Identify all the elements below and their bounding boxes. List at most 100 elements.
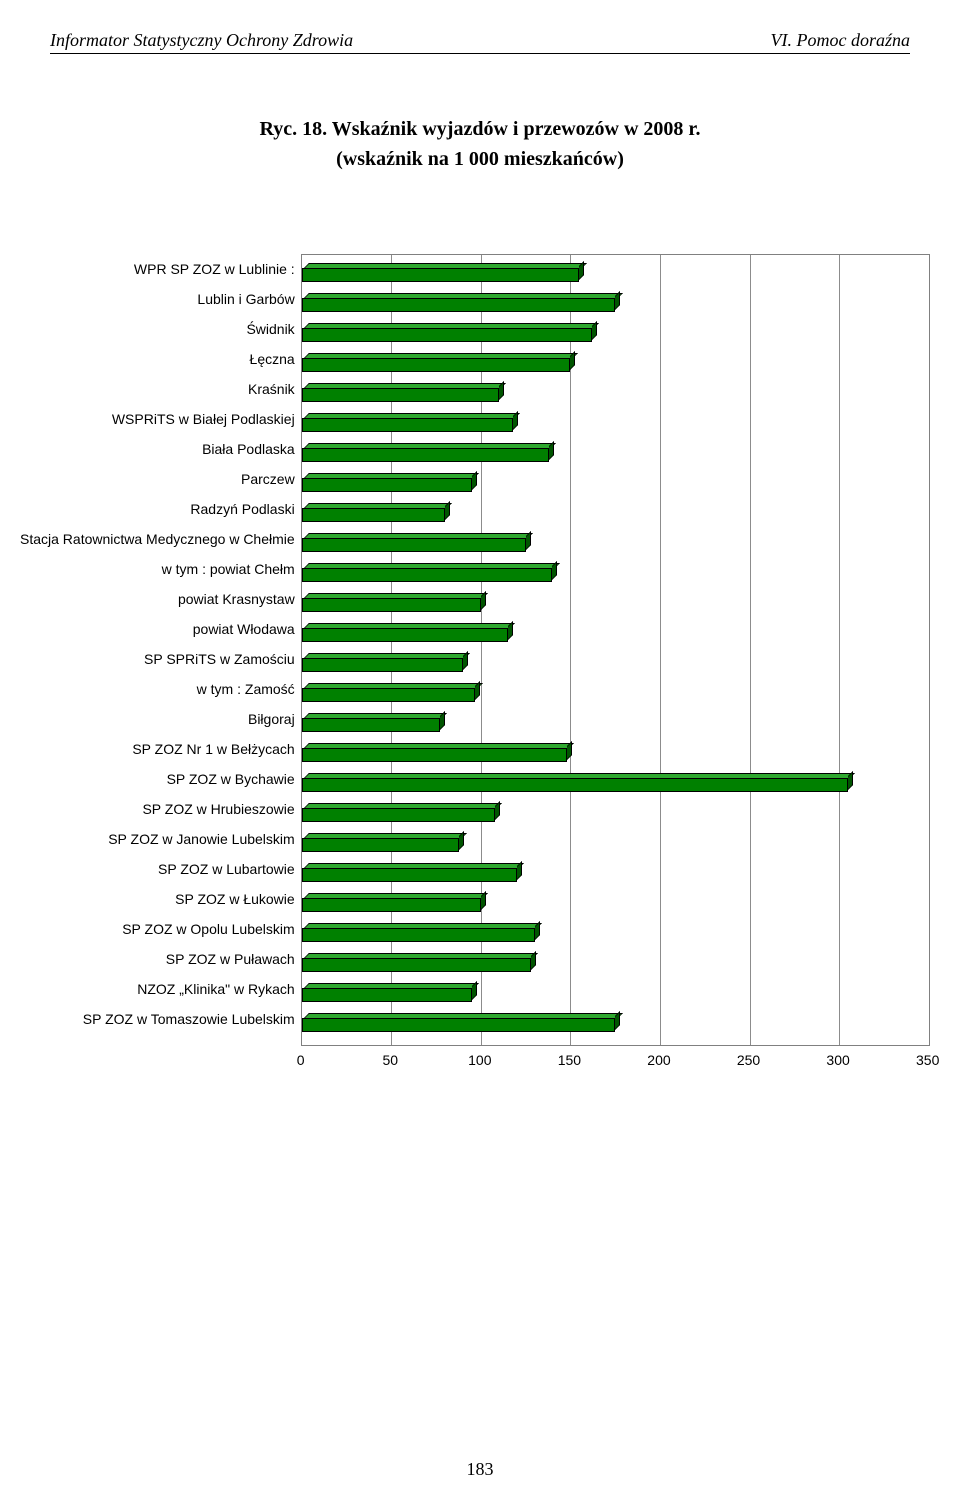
bar-front-face [302,748,567,762]
bar-side-face [495,801,500,820]
y-label: SP ZOZ Nr 1 w Bełżycach [132,734,294,764]
bar-row [302,620,929,650]
bar-front-face [302,568,553,582]
y-label: SP ZOZ w Lubartowie [158,854,295,884]
bar-row [302,350,929,380]
bar-row [302,650,929,680]
y-label: WSPRiTS w Białej Podlaskiej [112,404,295,434]
plot-column: 050100150200250300350 [301,254,930,1076]
bar-row [302,860,929,890]
x-axis: 050100150200250300350 [301,1046,930,1076]
bar-row [302,890,929,920]
bar-row [302,320,929,350]
bar-front-face [302,988,472,1002]
bar-side-face [445,501,450,520]
bar-row [302,800,929,830]
x-tick-label: 50 [382,1052,398,1068]
x-tick-label: 150 [558,1052,581,1068]
bar-front-face [302,808,495,822]
bar-front-face [302,328,592,342]
bar-row [302,830,929,860]
bar-row [302,470,929,500]
bar-front-face [302,598,481,612]
bar-side-face [513,411,518,430]
bar-front-face [302,868,517,882]
bar-front-face [302,508,445,522]
bar-front-face [302,958,531,972]
y-label: Parczew [241,464,295,494]
bar-row [302,380,929,410]
bar-front-face [302,718,440,732]
y-label: Łęczna [250,344,295,374]
bar-row [302,590,929,620]
bar-front-face [302,418,513,432]
header-right: VI. Pomoc doraźna [771,30,910,51]
bar-front-face [302,1018,616,1032]
bar-row [302,1010,929,1040]
bar-side-face [615,291,620,310]
y-label: Stacja Ratownictwa Medycznego w Chełmie [20,524,295,554]
y-label: SP ZOZ w Janowie Lubelskim [108,824,294,854]
y-label: powiat Krasnystaw [178,584,295,614]
y-label: w tym : Zamość [197,674,295,704]
y-label: SP ZOZ w Hrubieszowie [142,794,294,824]
y-label: Kraśnik [248,374,295,404]
bar-row [302,500,929,530]
y-label: SP ZOZ w Łukowie [175,884,295,914]
x-tick-label: 200 [647,1052,670,1068]
page: Informator Statystyczny Ochrony Zdrowia … [0,0,960,1500]
bar-row [302,980,929,1010]
y-label: WPR SP ZOZ w Lublinie : [134,254,295,284]
plot-area [301,254,930,1046]
y-label: SP ZOZ w Opolu Lubelskim [122,914,294,944]
x-tick-label: 0 [297,1052,305,1068]
bar-front-face [302,448,549,462]
bar-row [302,710,929,740]
bar-side-face [570,351,575,370]
x-tick-label: 100 [468,1052,491,1068]
y-label: SP ZOZ w Bychawie [167,764,295,794]
bar-front-face [302,898,481,912]
bar-front-face [302,658,463,672]
chart: WPR SP ZOZ w Lublinie :Lublin i GarbówŚw… [20,254,930,1076]
y-label: SP SPRiTS w Zamościu [144,644,295,674]
x-tick-label: 300 [826,1052,849,1068]
bar-row [302,530,929,560]
title-line-2: (wskaźnik na 1 000 mieszkańców) [50,144,910,174]
bar-row [302,260,929,290]
bar-row [302,440,929,470]
y-axis-labels: WPR SP ZOZ w Lublinie :Lublin i GarbówŚw… [20,254,301,1076]
header-left: Informator Statystyczny Ochrony Zdrowia [50,30,353,51]
bar-front-face [302,628,508,642]
bar-front-face [302,298,616,312]
bar-front-face [302,268,580,282]
bar-row [302,560,929,590]
bar-row [302,740,929,770]
bars-container [302,255,929,1040]
y-label: Biała Podlaska [202,434,295,464]
y-label: SP ZOZ w Tomaszowie Lubelskim [83,1004,295,1034]
y-label: w tym : powiat Chełm [162,554,295,584]
bar-side-face [459,831,464,850]
bar-front-face [302,478,472,492]
y-label: SP ZOZ w Puławach [166,944,295,974]
title-line-1: Ryc. 18. Wskaźnik wyjazdów i przewozów w… [50,114,910,144]
y-label: Radzyń Podlaski [190,494,294,524]
bar-row [302,290,929,320]
chart-title: Ryc. 18. Wskaźnik wyjazdów i przewozów w… [50,114,910,174]
bar-side-face [531,951,536,970]
bar-front-face [302,538,526,552]
bar-front-face [302,778,848,792]
bar-row [302,950,929,980]
bar-row [302,770,929,800]
bar-front-face [302,928,535,942]
y-label: NZOZ „Klinika" w Rykach [137,974,294,1004]
bar-side-face [615,1011,620,1030]
bar-side-face [848,771,853,790]
y-label: powiat Włodawa [193,614,295,644]
y-label: Biłgoraj [248,704,295,734]
bar-row [302,920,929,950]
y-label: Lublin i Garbów [197,284,294,314]
page-header: Informator Statystyczny Ochrony Zdrowia … [50,30,910,54]
bar-front-face [302,388,499,402]
